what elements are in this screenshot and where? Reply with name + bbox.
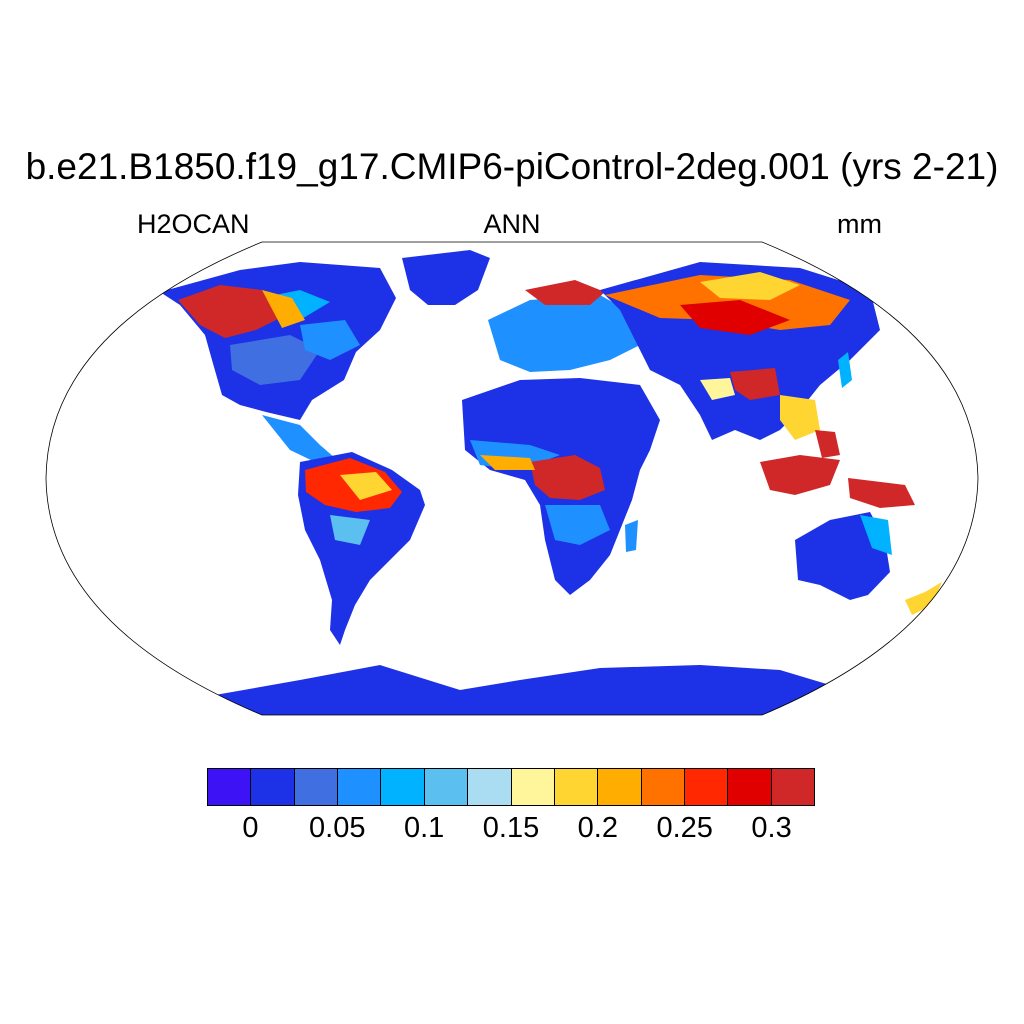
colorbar-box (728, 769, 772, 805)
colorbar-box (511, 769, 555, 805)
colorbar-box (424, 769, 469, 805)
region-central-africa (530, 455, 605, 500)
colorbar-box (381, 769, 425, 805)
region-greenland (402, 250, 490, 305)
variable-name: H2OCAN (137, 209, 250, 239)
colorbar-tick-label: 0.3 (751, 812, 792, 844)
colorbar-tick-label: 0.2 (577, 812, 619, 844)
colorbar-box (641, 769, 685, 805)
region-australia (795, 512, 890, 600)
colorbar-tick-label: 0 (242, 812, 259, 844)
colorbar-box (338, 769, 382, 805)
colorbar-box (598, 769, 642, 805)
plot-title: b.e21.B1850.f19_g17.CMIP6-piControl-2deg… (25, 146, 999, 187)
colorbar-tick-label: 0.05 (309, 812, 366, 844)
colorbar-box (294, 769, 339, 805)
colorbar-tick-label: 0.25 (656, 812, 713, 844)
colorbar-box (208, 769, 252, 805)
colorbar-box (251, 769, 295, 805)
colorbar-tick-label: 0.1 (403, 812, 445, 844)
units-label: mm (837, 209, 882, 239)
colorbar-box (468, 769, 512, 805)
region-europe (488, 295, 640, 372)
region-indonesia (760, 455, 840, 495)
colorbar-box (771, 769, 815, 805)
colorbar (207, 768, 815, 806)
colorbar-box (684, 769, 729, 805)
region-alaska (178, 285, 280, 338)
season-label: ANN (483, 209, 541, 239)
colorbar-labels: 0 0.05 0.1 0.15 0.2 0.25 0.3 (0, 812, 1024, 852)
land-fill (160, 250, 942, 715)
map-border (45, 241, 979, 716)
region-antarctica (200, 665, 830, 715)
colorbar-tick-label: 0.15 (482, 812, 540, 844)
region-tibet (730, 368, 780, 400)
colorbar-box (554, 769, 599, 805)
